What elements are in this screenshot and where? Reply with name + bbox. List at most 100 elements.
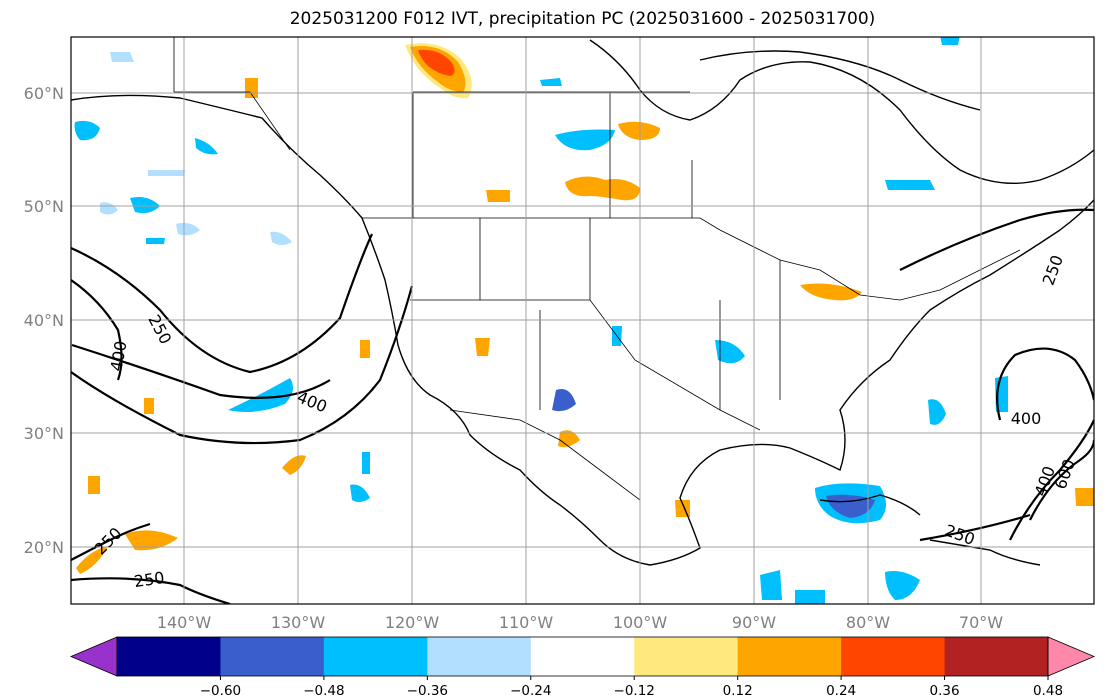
lon-label: 100°W (613, 613, 668, 632)
border (410, 299, 761, 431)
colorbar-segment (427, 637, 532, 676)
colorbar-tick-label: −0.36 (407, 683, 448, 698)
political-borders (173, 37, 1021, 501)
graticule (71, 37, 1094, 604)
precip-patch (552, 388, 576, 412)
precip-patch (282, 455, 306, 475)
colorbar-segment (530, 637, 635, 676)
precip-patch (88, 476, 100, 494)
precip-patch (228, 378, 294, 412)
colorbar-tick-label: 0.12 (723, 683, 753, 698)
ivt-contour-400 (71, 285, 414, 445)
precip-patch (555, 129, 615, 151)
precip-patch (360, 340, 370, 358)
precip-patch (100, 202, 118, 215)
precip-patch (350, 484, 370, 503)
precip-patch (800, 283, 862, 301)
precip-patch (195, 138, 218, 155)
border (362, 217, 1021, 301)
lon-label: 120°W (385, 613, 440, 632)
precip-patch (715, 340, 745, 364)
precip-patch (795, 590, 825, 604)
latitude-labels: 60°N 50°N 40°N 30°N 20°N (24, 84, 64, 557)
colorbar-segment (841, 637, 946, 676)
colorbar-segment (944, 637, 1049, 676)
ivt-contour-250 (71, 577, 231, 604)
colorbar-segment (323, 637, 428, 676)
precip-patch (885, 180, 935, 190)
precip-anomaly-patches (74, 37, 1094, 604)
coastline (819, 494, 921, 516)
ivt-contour-250 (919, 513, 1031, 542)
precip-patch (144, 398, 154, 414)
precip-patch (362, 452, 370, 474)
precip-patch (125, 530, 178, 551)
lon-label: 130°W (271, 613, 326, 632)
ivt-contour-400 (1009, 419, 1094, 541)
precip-patch (760, 570, 782, 600)
precip-patch (176, 222, 200, 236)
lon-label: 110°W (499, 613, 554, 632)
precip-patch (486, 190, 510, 202)
precip-patch (540, 78, 562, 86)
colorbar-segment (737, 637, 842, 676)
coastline (71, 94, 1094, 566)
precip-patch (245, 78, 258, 98)
colorbar-tick-label: −0.12 (614, 683, 655, 698)
precip-patch (418, 49, 455, 76)
lon-label: 90°W (732, 613, 776, 632)
lon-label: 140°W (157, 613, 212, 632)
precip-patch (110, 52, 134, 62)
precip-patch (565, 176, 640, 201)
precip-patch (130, 197, 160, 214)
colorbar-labels: −0.60 −0.48 −0.36 −0.24 −0.12 0.12 0.24 0.36 0.4… (200, 676, 1063, 698)
lon-label: 80°W (846, 613, 890, 632)
plot-frame (70, 36, 1095, 605)
ivt-contour-600 (1029, 439, 1094, 521)
map-title: 2025031200 F012 IVT, precipitation PC (2… (289, 9, 876, 29)
precip-patch (146, 238, 165, 244)
coastline (699, 50, 981, 111)
precip-patch (928, 399, 946, 425)
lon-label: 70°W (959, 613, 1003, 632)
lat-label: 20°N (24, 538, 64, 557)
ivt-contour-label: 250 (133, 568, 166, 591)
lat-label: 30°N (24, 424, 64, 443)
precip-patch (270, 231, 292, 245)
coastlines (71, 39, 1094, 566)
precip-patch (885, 571, 920, 600)
ivt-contours (71, 208, 1094, 604)
precip-patch (1075, 488, 1094, 506)
ivt-contour-250 (71, 522, 151, 561)
colorbar-tick-label: 0.36 (930, 683, 960, 698)
colorbar-tick-label: −0.48 (303, 683, 344, 698)
colorbar-segment (117, 637, 221, 676)
colorbar-segment (634, 637, 739, 676)
colorbar-tick-label: −0.24 (510, 683, 551, 698)
ivt-contour-400 (71, 279, 123, 381)
ivt-contour-250 (899, 208, 1094, 271)
border (174, 91, 291, 151)
lat-label: 40°N (24, 311, 64, 330)
colorbar-segment (220, 637, 325, 676)
colorbar (69, 636, 1096, 677)
precip-patch (940, 37, 960, 45)
coastline (929, 539, 1041, 566)
colorbar-extend-low (69, 636, 118, 677)
colorbar-tick-label: −0.60 (200, 683, 241, 698)
precip-patch (475, 338, 490, 356)
lat-label: 60°N (24, 84, 64, 103)
precip-patch (618, 121, 660, 140)
ivt-contour-400 (996, 347, 1094, 421)
lat-label: 50°N (24, 197, 64, 216)
colorbar-tick-label: 0.24 (826, 683, 856, 698)
ivt-contour-250 (71, 233, 373, 374)
precip-patch (148, 170, 185, 176)
colorbar-extend-high (1047, 636, 1096, 677)
precip-patch (76, 546, 108, 574)
coastline (589, 39, 1094, 184)
colorbar-tick-label: 0.48 (1033, 683, 1063, 698)
colorbar-frame (116, 636, 1049, 677)
ivt-contour-400 (71, 343, 331, 399)
